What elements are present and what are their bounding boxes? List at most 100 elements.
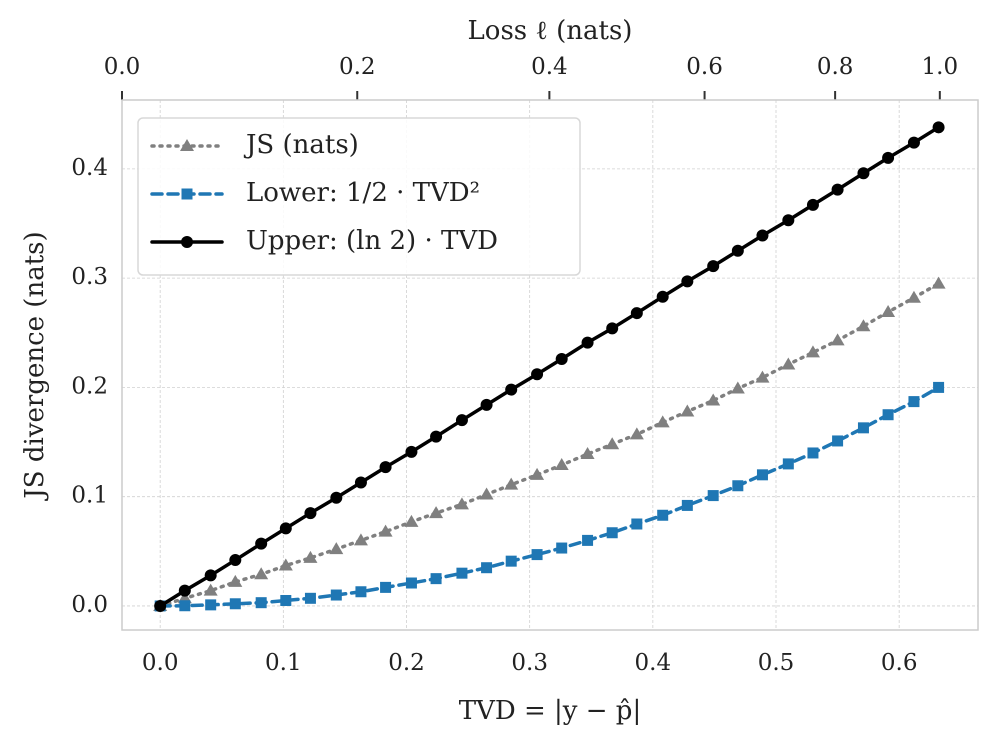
marker [554,457,569,470]
marker [906,290,921,303]
marker [455,414,468,427]
marker [479,487,494,500]
x2-axis-label: Loss ℓ (nats) [468,16,633,46]
marker [908,396,920,408]
x-tick-label: 0.2 [388,650,425,676]
marker [329,542,344,555]
marker [681,499,693,511]
legend: JS (nats) Lower: 1/2 · TVD² Upper: (ln 2) … [137,117,581,276]
marker [330,589,342,601]
marker [907,136,920,149]
x-axis-label: TVD = |y − p̂| [459,696,641,726]
marker [582,534,594,546]
marker [229,554,242,567]
marker [303,550,318,563]
marker [830,333,845,346]
y-axis-label: JS divergence (nats) [20,231,50,501]
marker [179,600,191,612]
marker [204,569,217,582]
x-tick-label: 0.1 [265,650,302,676]
x-tick-label: 0.3 [511,650,548,676]
marker [781,357,796,370]
marker [931,276,946,289]
marker [681,275,694,288]
marker [254,567,269,580]
marker [756,229,769,242]
marker [782,214,795,227]
marker [755,370,770,383]
marker [430,573,442,585]
marker [205,599,217,611]
marker [531,368,544,381]
marker [680,404,695,417]
marker [430,430,443,443]
marker [304,592,316,604]
marker [178,584,191,597]
marker [857,167,870,180]
marker [255,537,268,550]
marker [278,558,293,571]
marker [505,383,518,396]
marker [806,198,819,211]
marker [279,522,292,535]
marker [280,594,292,606]
marker [882,151,895,164]
marker [606,527,618,539]
marker [405,445,418,458]
marker [856,319,871,332]
x2-tick-label: 0.4 [531,54,568,80]
marker [932,121,945,134]
x-tick-label: 0.4 [635,650,672,676]
marker [304,507,317,520]
marker [707,490,719,502]
marker [405,577,417,589]
marker [782,458,794,470]
marker [882,409,894,421]
y-tick-label: 0.3 [71,264,108,290]
y-tick-label: 0.4 [71,155,108,181]
marker [404,514,419,527]
marker [832,435,844,447]
marker [181,188,193,200]
x-tick-label: 0.0 [142,650,179,676]
marker [180,139,194,151]
marker [380,581,392,593]
marker [379,461,392,474]
marker [154,599,167,612]
marker [731,244,744,257]
x-tick-label: 0.6 [881,650,918,676]
x2-tick-label: 0.6 [686,54,723,80]
marker [353,533,368,546]
marker [330,491,343,504]
x2-tick-label: 0.0 [104,54,141,80]
x-tick-label: 0.5 [758,650,795,676]
marker [706,393,721,406]
x2-tick-label: 0.2 [339,54,376,80]
marker [656,290,669,303]
legend-label: Lower: 1/2 · TVD² [246,178,480,208]
marker [480,398,493,411]
marker [807,447,819,459]
y-tick-label: 0.2 [71,373,108,399]
marker [756,469,768,481]
legend-box [137,117,581,276]
marker [229,598,241,610]
y-tick-label: 0.0 [71,592,108,618]
marker [555,352,568,365]
marker [631,518,643,530]
marker [581,336,594,349]
marker [630,307,643,320]
marker [378,524,393,537]
marker [255,597,267,609]
marker [556,542,568,554]
marker [354,476,367,489]
axes-frame [121,99,979,631]
marker [655,415,670,428]
marker [707,260,720,273]
marker [203,583,218,596]
marker [881,305,896,317]
marker [580,447,595,460]
x2-tick-label: 1.0 [922,54,959,80]
marker [530,467,545,480]
